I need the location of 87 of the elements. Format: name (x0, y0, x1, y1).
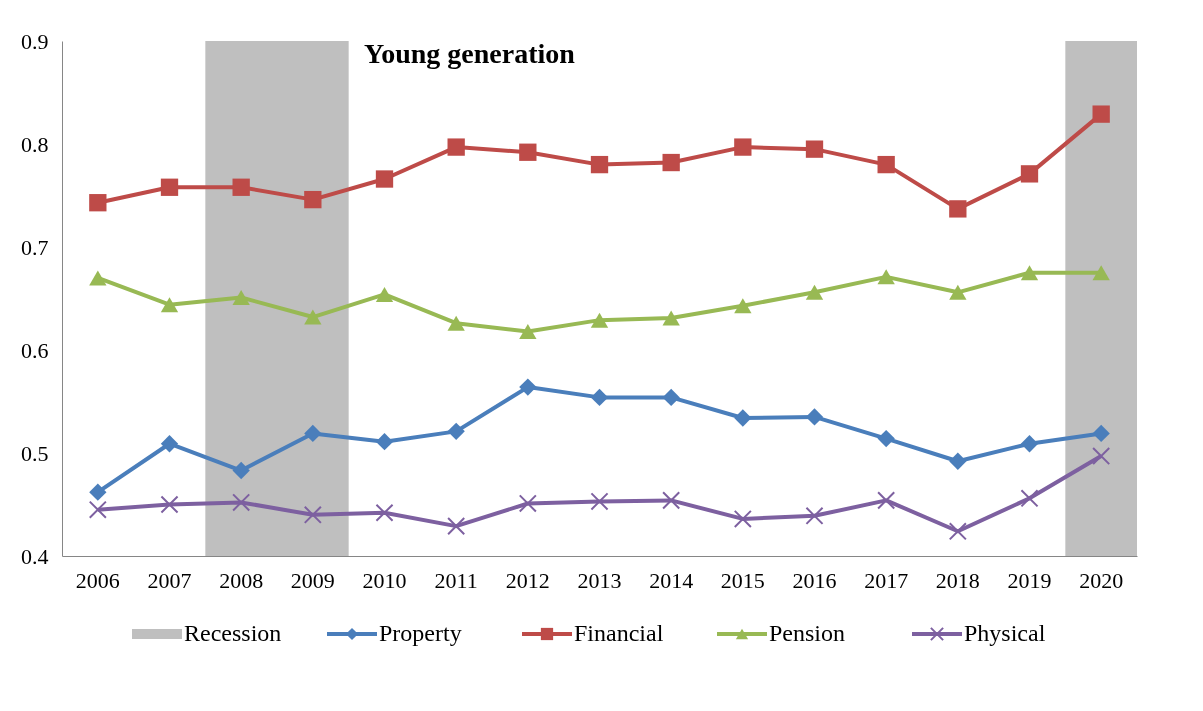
point (805, 140, 824, 158)
point (949, 284, 967, 300)
point (1020, 435, 1039, 453)
point (88, 500, 107, 519)
x-tick-label: 2010 (362, 567, 407, 593)
x-tick-label: 2020 (1079, 567, 1124, 593)
point (590, 155, 609, 174)
point (232, 289, 250, 305)
point (375, 170, 394, 188)
point (734, 138, 752, 156)
y-tick-label: 0.6 (21, 337, 49, 363)
point (375, 433, 394, 451)
point (160, 435, 179, 453)
y-tick-label: 0.7 (21, 234, 49, 260)
point (662, 388, 680, 407)
point (89, 270, 107, 286)
point (375, 286, 394, 302)
chart-title: Young generation (364, 38, 576, 69)
point (447, 422, 465, 441)
point (303, 505, 322, 524)
point (1020, 165, 1039, 183)
y-tick-label: 0.4 (21, 543, 49, 569)
point (232, 493, 251, 512)
legend-label: Financial (574, 620, 664, 646)
point (232, 461, 250, 480)
point (447, 517, 466, 536)
point (1092, 105, 1110, 123)
point (519, 323, 537, 339)
point (1020, 265, 1039, 281)
x-tick-label: 2016 (792, 567, 837, 593)
point (948, 522, 967, 541)
x-tick-label: 2012 (505, 567, 550, 593)
x-tick-label: 2019 (1007, 567, 1052, 593)
point (877, 269, 895, 285)
x-tick-label: 2006 (75, 567, 120, 593)
point (1020, 489, 1039, 508)
legend-label: Physical (964, 620, 1046, 646)
x-tick-label: 2014 (649, 567, 694, 593)
point (733, 509, 752, 528)
y-tick-label: 0.5 (21, 440, 49, 466)
point (519, 378, 537, 396)
point (734, 409, 752, 427)
point (304, 424, 322, 443)
point (734, 298, 752, 314)
point (1092, 265, 1110, 281)
x-tick-label: 2011 (434, 567, 478, 593)
x-tick-label: 2013 (577, 567, 622, 593)
point (375, 503, 394, 522)
y-tick-label: 0.9 (21, 28, 49, 54)
x-tick-label: 2015 (720, 567, 765, 593)
point (1092, 424, 1110, 443)
x-tick-label: 2018 (935, 567, 980, 593)
point (877, 155, 895, 174)
point (662, 310, 680, 326)
point (160, 297, 179, 313)
point (662, 153, 680, 172)
point (805, 284, 824, 300)
point (805, 506, 824, 525)
point (447, 315, 465, 331)
legend-label: Recession (184, 620, 282, 646)
point (89, 483, 107, 501)
x-tick-label: 2008 (219, 567, 264, 593)
x-tick-label: 2007 (147, 567, 192, 593)
point (805, 408, 824, 426)
legend-label: Property (379, 620, 462, 646)
point (877, 429, 895, 448)
point (447, 138, 465, 156)
point (160, 178, 179, 196)
x-tick-label: 2017 (864, 567, 909, 593)
point (877, 491, 896, 510)
point (1092, 447, 1111, 466)
legend-label: Pension (769, 620, 846, 646)
point (232, 178, 250, 196)
point (590, 388, 609, 407)
point (662, 491, 681, 510)
point (160, 495, 179, 514)
point (304, 309, 322, 325)
y-tick-label: 0.8 (21, 131, 49, 157)
point (949, 200, 967, 218)
point (590, 312, 609, 328)
point (590, 492, 609, 511)
point (519, 143, 537, 161)
x-tick-label: 2009 (290, 567, 335, 593)
point (304, 190, 322, 209)
point (949, 452, 967, 470)
point (89, 194, 107, 212)
point (518, 494, 537, 513)
